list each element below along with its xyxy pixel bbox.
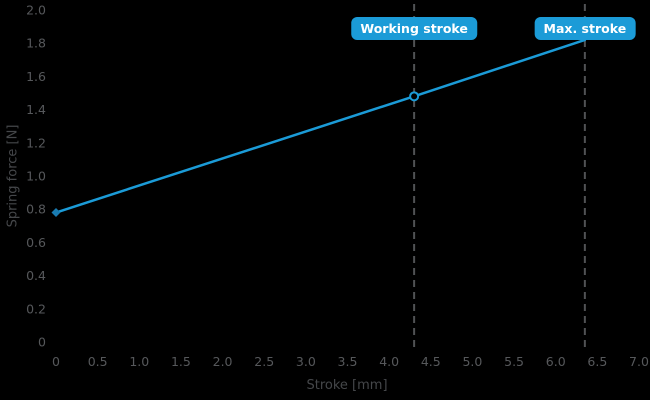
- x-axis-title: Stroke [mm]: [306, 378, 388, 393]
- y-tick-label: 1.8: [26, 36, 46, 51]
- y-tick-label: 0.4: [26, 268, 46, 283]
- x-tick-label: 5.5: [504, 354, 524, 369]
- y-tick-label: 1.0: [26, 169, 46, 184]
- y-tick-label: 0.2: [26, 301, 46, 316]
- y-tick-label: 2.0: [26, 3, 46, 18]
- x-tick-label: 6.0: [546, 354, 566, 369]
- x-tick-label: 3.0: [296, 354, 316, 369]
- x-tick-label: 7.0: [629, 354, 649, 369]
- start-point-marker: [51, 208, 61, 218]
- x-tick-label: 0.5: [88, 354, 108, 369]
- y-tick-label: 1.6: [26, 69, 46, 84]
- x-tick-label: 6.5: [587, 354, 607, 369]
- x-tick-label: 2.5: [254, 354, 274, 369]
- y-tick-label: 0.6: [26, 235, 46, 250]
- x-tick-label: 5.0: [462, 354, 482, 369]
- x-tick-label: 4.5: [421, 354, 441, 369]
- x-tick-label: 1.0: [129, 354, 149, 369]
- y-tick-label: 0.8: [26, 202, 46, 217]
- x-tick-label: 4.0: [379, 354, 399, 369]
- working-stroke-badge: Working stroke: [351, 17, 477, 40]
- spring-characteristic-line: [54, 38, 587, 214]
- x-tick-label: 1.5: [171, 354, 191, 369]
- x-tick-label: 2.0: [213, 354, 233, 369]
- y-tick-label: 0: [38, 335, 46, 350]
- y-tick-label: 1.4: [26, 102, 46, 117]
- y-tick-label: 1.2: [26, 135, 46, 150]
- working-point-marker: [409, 91, 420, 102]
- y-axis-title: Spring force [N]: [5, 124, 21, 228]
- x-tick-label: 0: [52, 354, 60, 369]
- max-stroke-badge: Max. stroke: [534, 17, 636, 40]
- x-tick-label: 3.5: [338, 354, 358, 369]
